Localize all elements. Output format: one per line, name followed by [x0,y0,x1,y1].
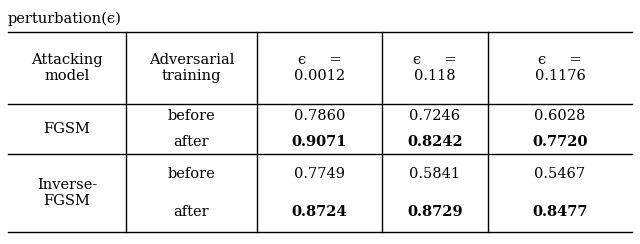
Text: 0.7860: 0.7860 [294,110,345,123]
Text: Attacking
model: Attacking model [31,53,103,83]
Text: 0.7246: 0.7246 [410,110,461,123]
Text: before: before [168,110,216,123]
Text: ϵ     =
0.1176: ϵ = 0.1176 [534,53,586,83]
Text: after: after [173,134,209,149]
Text: 0.8242: 0.8242 [407,134,463,149]
Text: ϵ     =
0.0012: ϵ = 0.0012 [294,53,345,83]
Text: 0.9071: 0.9071 [292,134,348,149]
Text: 0.5467: 0.5467 [534,166,586,181]
Text: FGSM: FGSM [44,122,90,136]
Text: 0.8477: 0.8477 [532,205,588,220]
Text: 0.8724: 0.8724 [292,205,348,220]
Text: before: before [168,166,216,181]
Text: 0.7749: 0.7749 [294,166,345,181]
Text: perturbation(ϵ): perturbation(ϵ) [8,12,122,26]
Text: 0.6028: 0.6028 [534,110,586,123]
Text: after: after [173,205,209,220]
Text: 0.7720: 0.7720 [532,134,588,149]
Text: 0.8729: 0.8729 [407,205,463,220]
Text: Adversarial
training: Adversarial training [149,53,234,83]
Text: 0.5841: 0.5841 [410,166,461,181]
Text: ϵ     =
0.118: ϵ = 0.118 [413,53,457,83]
Text: Inverse-
FGSM: Inverse- FGSM [37,178,97,208]
